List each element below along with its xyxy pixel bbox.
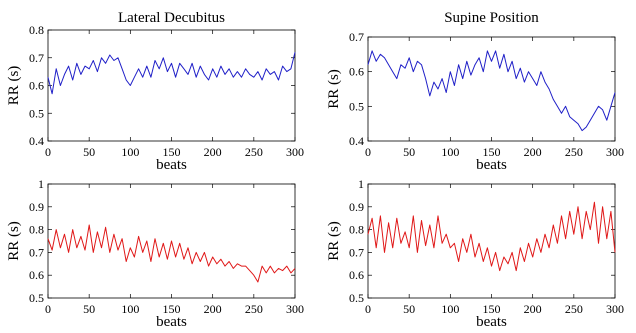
x-tick-label: 250: [245, 302, 263, 316]
x-tick-label: 0: [45, 302, 51, 316]
x-tick-label: 100: [121, 145, 139, 159]
y-tick-label: 0.7: [29, 51, 44, 65]
x-axis-label: beats: [156, 157, 187, 173]
x-tick-label: 300: [606, 302, 624, 316]
x-tick-label: 250: [565, 145, 583, 159]
y-tick-label: 0.6: [349, 65, 364, 79]
panel-lateral-decubitus-bottom: 0 50 100 150 200 250 300 0.5 0.6 0.7 0.8 0.9 1 beats R…: [6, 177, 304, 330]
chart-title: Lateral Decubitus: [118, 10, 225, 26]
y-tick-label: 0.8: [29, 23, 44, 37]
x-tick-label: 50: [403, 302, 415, 316]
x-tick-label: 150: [483, 145, 501, 159]
x-tick-label: 50: [403, 145, 415, 159]
y-tick-label: 0.9: [349, 200, 364, 214]
x-tick-label: 300: [606, 145, 624, 159]
y-tick-label: 0.4: [29, 134, 44, 148]
y-tick-label: 0.6: [29, 79, 44, 93]
y-tick-label: 0.9: [29, 200, 44, 214]
x-tick-label: 150: [483, 302, 501, 316]
x-axis-label: beats: [476, 157, 507, 173]
y-tick-label: 0.6: [29, 268, 44, 282]
y-tick-label: 0.7: [29, 245, 44, 259]
y-axis-label: RR (s): [326, 221, 342, 261]
rr-series-line: [47, 52, 296, 95]
x-axis-label: beats: [476, 314, 507, 330]
panel-supine-position-bottom: 0 50 100 150 200 250 300 0.5 0.6 0.7 0.8 0.9 1 beats R…: [326, 177, 624, 330]
x-tick-label: 0: [365, 145, 371, 159]
y-tick-label: 0.7: [349, 245, 364, 259]
x-tick-label: 0: [45, 145, 51, 159]
y-axis-label: RR (s): [326, 69, 342, 109]
x-tick-label: 0: [365, 302, 371, 316]
plot-frame: [47, 29, 296, 142]
x-axis-label: beats: [156, 314, 187, 330]
chart-title: Supine Position: [444, 10, 539, 26]
plot-frame: [367, 183, 616, 299]
rr-series-line: [47, 224, 296, 283]
y-tick-label: 0.8: [349, 223, 364, 237]
y-tick-label: 0.7: [349, 30, 364, 44]
panel-lateral-decubitus-top: 0 50 100 150 200 250 300 0.4 0.5 0.6 0.7 0.8 Lateral…: [6, 10, 304, 173]
y-tick-label: 0.5: [29, 106, 44, 120]
rr-series-line: [367, 50, 616, 132]
x-tick-label: 150: [163, 302, 181, 316]
x-tick-label: 250: [245, 145, 263, 159]
y-axis-label: RR (s): [6, 66, 22, 106]
rr-series-line: [367, 201, 616, 272]
y-tick-label: 1: [38, 177, 44, 191]
x-tick-label: 50: [83, 145, 95, 159]
x-tick-label: 200: [524, 302, 542, 316]
x-tick-label: 200: [204, 145, 222, 159]
y-axis-label: RR (s): [6, 221, 22, 261]
x-tick-label: 300: [286, 302, 304, 316]
panel-supine-position-top: 0 50 100 150 200 250 300 0.4 0.5 0.6 0.7 Supine Pos…: [326, 10, 624, 173]
x-tick-label: 100: [121, 302, 139, 316]
x-tick-label: 250: [565, 302, 583, 316]
y-tick-label: 0.8: [29, 223, 44, 237]
y-tick-label: 0.4: [349, 134, 364, 148]
y-tick-label: 1: [358, 177, 364, 191]
y-tick-label: 0.5: [349, 99, 364, 113]
x-tick-label: 100: [441, 145, 459, 159]
x-tick-label: 100: [441, 302, 459, 316]
x-tick-label: 150: [163, 145, 181, 159]
y-tick-label: 0.5: [349, 291, 364, 305]
y-tick-label: 0.6: [349, 268, 364, 282]
x-tick-label: 200: [524, 145, 542, 159]
y-tick-label: 0.5: [29, 291, 44, 305]
plot-frame: [367, 36, 616, 142]
x-tick-label: 200: [204, 302, 222, 316]
x-tick-label: 300: [286, 145, 304, 159]
x-tick-label: 50: [83, 302, 95, 316]
